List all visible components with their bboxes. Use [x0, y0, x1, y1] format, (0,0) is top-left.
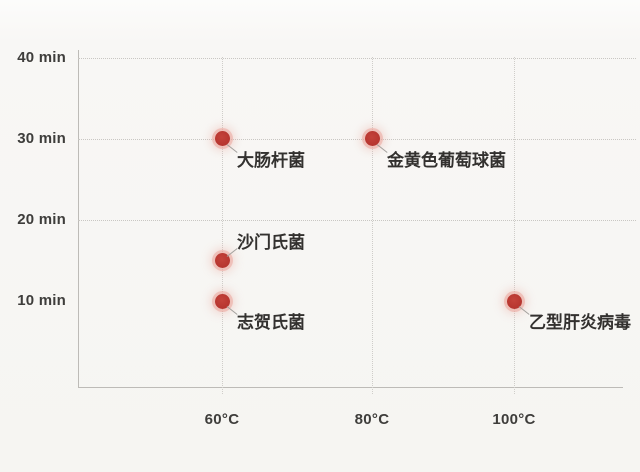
- data-point-label: 志贺氏菌: [237, 313, 305, 333]
- data-point-label: 大肠杆菌: [237, 150, 305, 170]
- leader-line: [518, 306, 530, 316]
- leader-line: [226, 247, 238, 257]
- y-tick-label-30min: 30 min: [17, 129, 66, 147]
- data-point-label: 沙门氏菌: [237, 232, 305, 252]
- data-point-label: 乙型肝炎病毒: [529, 313, 631, 333]
- x-tick-label-80c: 80°C: [354, 411, 390, 428]
- x-tick-label-100c: 100°C: [492, 411, 536, 428]
- y-tick-label-20min: 20 min: [17, 211, 66, 228]
- y-axis-line: [78, 50, 79, 388]
- y-tick-label-40min: 40 min: [17, 48, 66, 66]
- data-point-label: 金黄色葡萄球菌: [387, 150, 506, 170]
- data-point-marker: [506, 293, 522, 309]
- v-gridline-60c: [222, 57, 223, 394]
- v-gridline-80c: [372, 57, 373, 394]
- h-gridline-40min: [78, 57, 636, 59]
- x-tick-label-60c: 60°C: [204, 411, 240, 428]
- v-gridline-100c: [514, 57, 515, 394]
- data-point-marker: [214, 293, 230, 309]
- data-point-marker: [364, 131, 380, 147]
- h-gridline-20min: [78, 220, 636, 221]
- y-tick-label-10min: 10 min: [17, 292, 66, 310]
- data-point-marker: [214, 253, 230, 269]
- x-axis-line: [78, 387, 623, 388]
- data-point-marker: [214, 131, 230, 147]
- h-gridline-30min: [78, 138, 636, 140]
- leader-line: [376, 143, 388, 153]
- leader-line: [226, 143, 238, 153]
- leader-line: [226, 306, 238, 316]
